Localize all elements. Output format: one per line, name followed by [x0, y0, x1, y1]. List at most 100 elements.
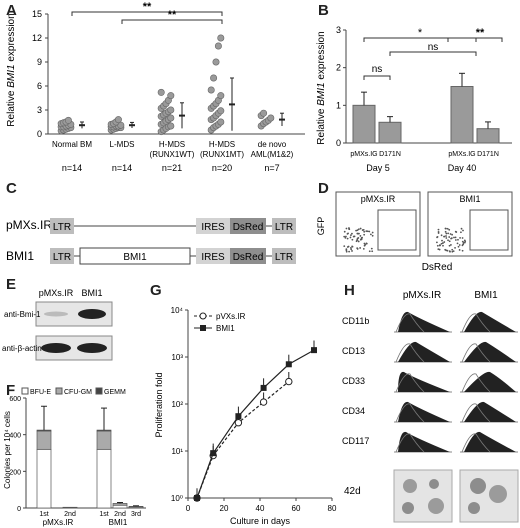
- a-ytick-label: 3: [37, 105, 42, 115]
- panel-b-bracket-dstar: [447, 37, 503, 42]
- facs-event: [455, 231, 458, 233]
- facs-event: [457, 245, 460, 248]
- flow-histogram: [464, 311, 516, 332]
- facs-event: [371, 250, 374, 253]
- blot-band-bmi1-pmxs: [44, 311, 68, 317]
- a-data-point: [260, 109, 268, 117]
- legend-pvxs: pVXs.IR: [216, 312, 246, 321]
- facs-event: [444, 248, 447, 251]
- panel-a-sig-2: **: [168, 9, 177, 21]
- facs-event: [343, 245, 346, 248]
- facs-event: [448, 244, 451, 247]
- construct-2-ltr-right: [272, 248, 296, 264]
- f-xtick-label: 1st: [99, 511, 108, 518]
- b-bar: [378, 121, 402, 144]
- g-ytick-label: 10³: [171, 353, 183, 362]
- panel-d-plots: GFP DsRed pMXs.IR BMI1: [316, 191, 513, 273]
- flow-isotype-control: [461, 313, 491, 333]
- blot-row-actin: anti-β-actin: [2, 344, 42, 353]
- a-ytick-label: 6: [37, 81, 42, 91]
- f-bar-segment: [112, 503, 128, 506]
- g-ytick-label: 10¹: [171, 447, 183, 456]
- blot-row-bmi1: anti-Bmi-1: [4, 310, 41, 319]
- cytospin-bmi1: [459, 469, 519, 523]
- panel-b-ylabel: Relative BMI1 expression: [316, 31, 327, 144]
- a-group-label: de novo: [258, 140, 287, 149]
- panel-b-bracket-ns1: [363, 75, 391, 80]
- panel-g-growth: Proliferation fold 10⁰ 10¹ 10² 10³ 10⁴ 0 20 40 6…: [150, 280, 338, 528]
- g-xtick-label: 80: [328, 504, 337, 513]
- facs-event: [454, 236, 457, 239]
- construct-1-dsred-label: DsRed: [233, 222, 264, 233]
- panel-b-star-1: *: [418, 27, 423, 39]
- construct-2-dsred: [230, 248, 266, 264]
- f-bar-segment: [36, 429, 52, 432]
- f-ytick-label: 600: [9, 396, 21, 403]
- a-group-label: H-MDS: [159, 140, 185, 149]
- a-group-n: n=20: [212, 163, 232, 173]
- a-ytick-label: 0: [37, 129, 42, 139]
- f-xtick-label: 2nd: [114, 511, 126, 518]
- b-ytick-label: 2: [336, 63, 341, 73]
- facs-event: [357, 237, 360, 239]
- flow-isotype-control: [395, 313, 425, 333]
- flow-histogram: [464, 431, 516, 452]
- flow-row-label: CD34: [342, 406, 365, 416]
- panel-b-day-5: Day 5: [366, 163, 390, 173]
- a-group-sublabel: (RUNX1MT): [200, 150, 244, 159]
- facs-event: [463, 241, 466, 244]
- facs-event: [346, 237, 349, 240]
- facs-event: [345, 249, 348, 252]
- panel-h-flow: pMXs.IR BMI1 CD11b CD13 CD33 CD34 CD117 42d: [338, 280, 520, 528]
- facs-event: [362, 247, 365, 250]
- legend-cfu-gm: CFU-GM: [64, 389, 92, 396]
- flow-histogram: [398, 341, 450, 362]
- a-data-point: [217, 107, 225, 115]
- a-data-point: [267, 114, 275, 122]
- flow-row-label: CD11b: [342, 316, 369, 326]
- facs-event: [461, 237, 464, 239]
- construct-name-pmxs: pMXs.IR: [6, 218, 52, 232]
- facs-event: [343, 235, 346, 238]
- facs-event: [351, 245, 354, 248]
- flow-isotype-control: [461, 373, 491, 393]
- g-point-bmi1: [260, 384, 267, 391]
- flow-isotype-control: [395, 403, 425, 423]
- facs-event: [454, 247, 456, 249]
- facs-event: [441, 239, 443, 242]
- facs-event: [446, 249, 449, 252]
- facs-event: [448, 228, 451, 231]
- facs-event: [437, 228, 440, 231]
- f-xtick-label: 2nd: [64, 511, 76, 518]
- construct-2-ires-label: IRES: [201, 252, 225, 263]
- flow-histogram: [398, 371, 450, 392]
- b-ytick-label: 0: [336, 138, 341, 148]
- facs-event: [360, 238, 363, 241]
- blot-band-bmi1-bmi1: [78, 309, 106, 319]
- facs-event: [460, 231, 462, 234]
- facs-event: [344, 236, 347, 239]
- f-bar-segment: [96, 448, 112, 509]
- facs-event: [368, 230, 371, 233]
- cytospin-pmxs: [393, 469, 453, 523]
- facs-event: [435, 241, 438, 244]
- flow-col-bmi1: BMI1: [474, 290, 498, 301]
- panel-label-a: A: [6, 2, 17, 19]
- panel-label-h: H: [344, 282, 355, 299]
- facs-event: [444, 230, 447, 233]
- facs-event: [365, 242, 368, 245]
- facs-event: [451, 233, 454, 236]
- facs-event: [359, 247, 362, 249]
- facs-event: [359, 227, 362, 230]
- facs-event: [369, 233, 372, 236]
- facs-event: [449, 233, 452, 235]
- a-group-label: Normal BM: [52, 140, 92, 149]
- legend-bmi1: BMI1: [216, 324, 235, 333]
- construct-1-ires-label: IRES: [201, 222, 225, 233]
- flow-histogram: [464, 341, 516, 362]
- a-data-point: [210, 74, 218, 82]
- facs-event: [352, 235, 355, 238]
- a-group-sublabel: (RUNX1WT): [150, 150, 195, 159]
- panel-f-colonies: Colonies per 10⁴ cells BFU-E CFU-GM GEMM…: [0, 382, 150, 528]
- facs-event: [355, 229, 358, 232]
